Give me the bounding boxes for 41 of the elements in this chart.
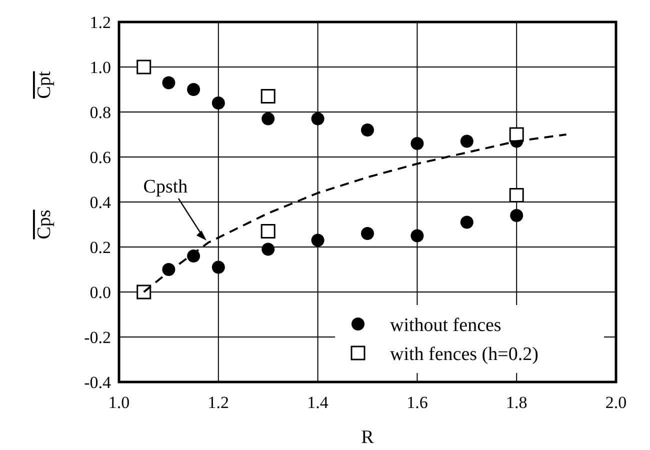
point: [311, 112, 324, 126]
x-axis-title: R: [361, 427, 374, 448]
y-tick-label: 0.8: [90, 103, 111, 122]
point: [460, 216, 474, 229]
point: [361, 124, 374, 136]
point: [212, 260, 225, 274]
x-tick-label: 1.2: [208, 393, 230, 412]
y-tick-label: 0.4: [90, 193, 112, 212]
x-tick-label: 1.6: [406, 393, 428, 412]
y-tick-label: -0.4: [84, 373, 112, 392]
point: [162, 76, 176, 90]
point: [410, 137, 424, 150]
point: [311, 234, 324, 247]
y-tick-label: 0.6: [90, 148, 111, 167]
point: [136, 60, 152, 74]
x-tick-label: 1.0: [108, 393, 130, 412]
y-tick-label: -0.2: [84, 328, 111, 347]
point: [361, 227, 374, 240]
x-tick-label: 2.0: [605, 393, 627, 412]
text: Cps: [34, 210, 55, 240]
x-tick-label: 1.8: [506, 393, 528, 412]
y-axis-title: Cpt: [34, 70, 55, 99]
point: [510, 209, 524, 222]
point: [460, 134, 474, 148]
point: [410, 229, 424, 242]
y-tick-label: 1.0: [90, 58, 111, 77]
point: [262, 242, 275, 256]
point: [262, 112, 275, 126]
legend-label: without fences: [390, 315, 502, 336]
x-tick-label: 1.4: [307, 393, 329, 412]
y-tick-label: 0.2: [90, 238, 111, 257]
y-tick-label: 1.2: [90, 13, 111, 32]
point: [187, 83, 200, 96]
annotation: Cpsth: [143, 176, 188, 198]
point: [212, 96, 225, 110]
point: [260, 89, 276, 104]
legend-label: with fences (h=0.2): [390, 344, 538, 365]
point: [509, 188, 524, 202]
y-tick-label: 0.0: [90, 283, 111, 302]
point: [509, 127, 524, 142]
point: [260, 224, 276, 238]
